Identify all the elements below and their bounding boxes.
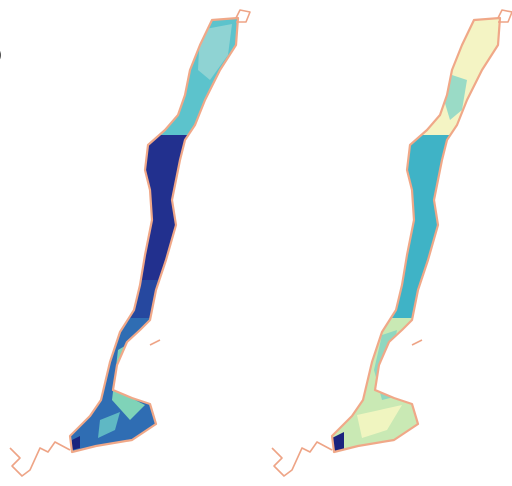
zone-middle xyxy=(262,135,512,320)
zone-patch xyxy=(198,24,232,80)
lake-map-right xyxy=(262,0,512,476)
outflow xyxy=(272,442,332,476)
lake-map-left xyxy=(0,0,260,476)
outflow xyxy=(10,442,70,476)
zone-middle xyxy=(0,135,260,315)
tributary xyxy=(150,340,160,345)
lake-fill xyxy=(262,0,512,458)
page: {"panel_label": ")"} ) xyxy=(0,0,512,486)
tributary xyxy=(412,340,422,345)
panel-label: ) xyxy=(0,45,2,64)
map-figure: ) xyxy=(0,0,512,486)
zone-transition xyxy=(0,280,260,320)
